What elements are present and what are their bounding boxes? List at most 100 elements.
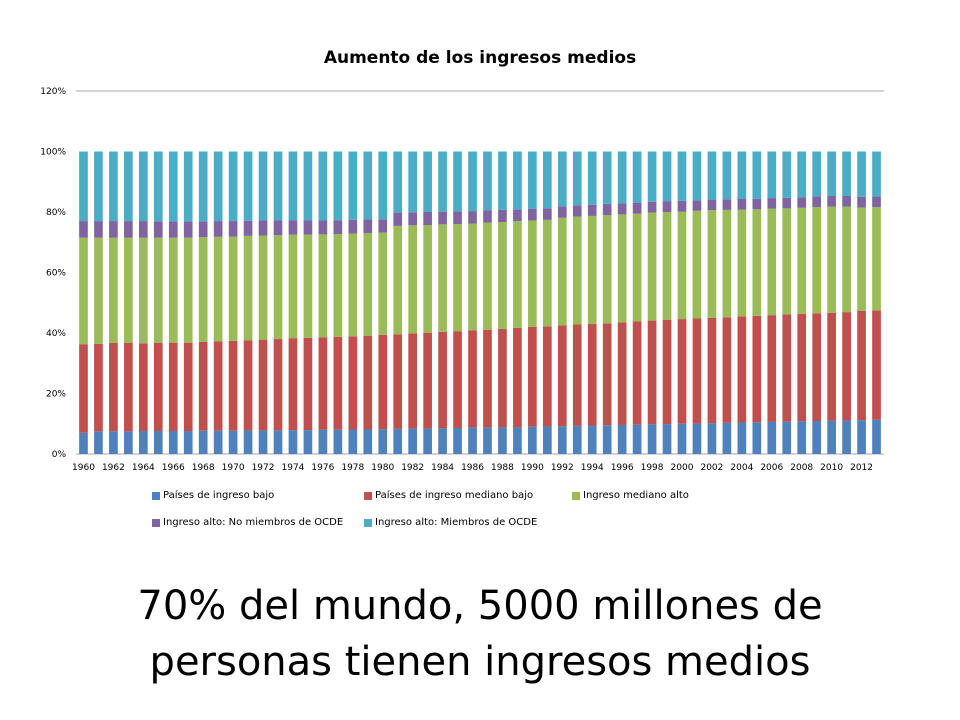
bar-segment xyxy=(662,201,672,212)
bar-segment xyxy=(677,200,687,212)
bar-segment xyxy=(722,422,732,454)
bar-segment xyxy=(812,421,822,454)
bar-segment xyxy=(677,211,687,320)
bar-segment xyxy=(767,151,777,199)
legend-label: Ingreso alto: No miembros de OCDE xyxy=(163,517,344,528)
bar-segment xyxy=(258,339,268,431)
bar-segment xyxy=(453,331,462,428)
bar-segment xyxy=(767,315,777,422)
bar-segment xyxy=(273,235,283,340)
bar-segment xyxy=(872,310,881,420)
bar-segment xyxy=(243,220,253,236)
bar-segment xyxy=(124,221,133,238)
bar-segment xyxy=(572,324,582,426)
bar-segment xyxy=(213,236,223,342)
bar-segment xyxy=(602,215,612,324)
bar-segment xyxy=(124,237,133,343)
bar-segment xyxy=(288,220,298,235)
bar-segment xyxy=(183,221,193,238)
bar-segment xyxy=(872,419,881,454)
bar-segment xyxy=(557,217,567,326)
legend-swatch xyxy=(152,518,160,527)
bar-segment xyxy=(453,151,462,212)
bar-segment xyxy=(572,425,582,454)
x-tick-label: 1964 xyxy=(132,463,155,473)
bar-segment xyxy=(857,310,866,421)
bar-segment xyxy=(752,198,762,210)
bar-segment xyxy=(423,151,432,212)
bar-segment xyxy=(288,338,298,431)
bar-segment xyxy=(572,151,582,206)
bar-segment xyxy=(662,151,672,202)
bar-segment xyxy=(797,207,807,314)
bar-segment xyxy=(138,151,148,222)
bar-segment xyxy=(752,422,762,454)
bar-segment xyxy=(632,424,642,454)
bar-segment xyxy=(513,327,522,428)
bar-segment xyxy=(617,203,627,215)
bar-segment xyxy=(318,429,328,454)
bar-segment xyxy=(228,340,238,431)
bar-segment xyxy=(647,424,657,454)
bar-segment xyxy=(333,234,343,337)
bar-segment xyxy=(707,423,717,454)
x-tick-label: 2002 xyxy=(700,463,723,473)
bar-segment xyxy=(288,151,298,221)
bar-segment xyxy=(243,235,253,341)
bar-segment xyxy=(228,236,238,341)
bar-segment xyxy=(528,151,537,209)
x-tick-label: 2000 xyxy=(671,463,694,473)
bar-segment xyxy=(109,221,118,238)
chart-bars xyxy=(79,151,881,454)
bar-segment xyxy=(767,198,777,209)
bar-segment xyxy=(707,210,717,318)
bar-segment xyxy=(662,212,672,320)
bar-segment xyxy=(542,326,552,427)
bar-segment xyxy=(707,151,717,200)
bar-segment xyxy=(408,428,418,454)
bar-segment xyxy=(228,430,238,454)
bar-segment xyxy=(557,325,567,427)
bar-segment xyxy=(288,234,298,339)
bar-segment xyxy=(348,233,358,337)
bar-segment xyxy=(827,420,836,454)
bar-segment xyxy=(213,341,223,431)
bar-segment xyxy=(363,151,373,220)
bar-segment xyxy=(513,427,522,454)
legend-item: Ingreso alto: Miembros de OCDE xyxy=(364,517,537,528)
bar-segment xyxy=(348,219,358,234)
x-tick-label: 1998 xyxy=(641,463,664,473)
bar-segment xyxy=(183,151,193,222)
x-tick-label: 1972 xyxy=(252,463,275,473)
bar-segment xyxy=(483,210,492,223)
bar-segment xyxy=(423,428,432,454)
bar-segment xyxy=(393,151,403,213)
bar-segment xyxy=(572,216,582,325)
bar-segment xyxy=(243,430,253,454)
legend-label: Países de ingreso bajo xyxy=(163,490,275,501)
bar-segment xyxy=(842,312,851,421)
bar-segment xyxy=(79,432,88,454)
bar-segment xyxy=(692,210,702,319)
bar-segment xyxy=(303,430,313,454)
chart-title: Aumento de los ingresos medios xyxy=(323,48,637,68)
bar-segment xyxy=(782,314,792,422)
bar-segment xyxy=(528,426,537,454)
bar-segment xyxy=(318,234,328,338)
bar-segment xyxy=(348,429,358,454)
y-tick-label: 0% xyxy=(52,450,67,460)
bar-segment xyxy=(468,223,477,331)
bar-segment xyxy=(722,199,732,210)
x-tick-label: 1984 xyxy=(431,463,454,473)
bar-segment xyxy=(168,342,178,432)
bar-segment xyxy=(528,208,537,221)
bar-segment xyxy=(827,312,836,421)
x-tick-label: 1980 xyxy=(371,463,394,473)
bar-segment xyxy=(483,329,492,428)
legend-swatch xyxy=(572,491,580,500)
legend-item: Ingreso alto: No miembros de OCDE xyxy=(152,517,343,528)
bar-segment xyxy=(438,151,447,212)
bar-segment xyxy=(94,237,103,344)
bar-segment xyxy=(872,151,881,197)
bar-segment xyxy=(752,151,762,199)
